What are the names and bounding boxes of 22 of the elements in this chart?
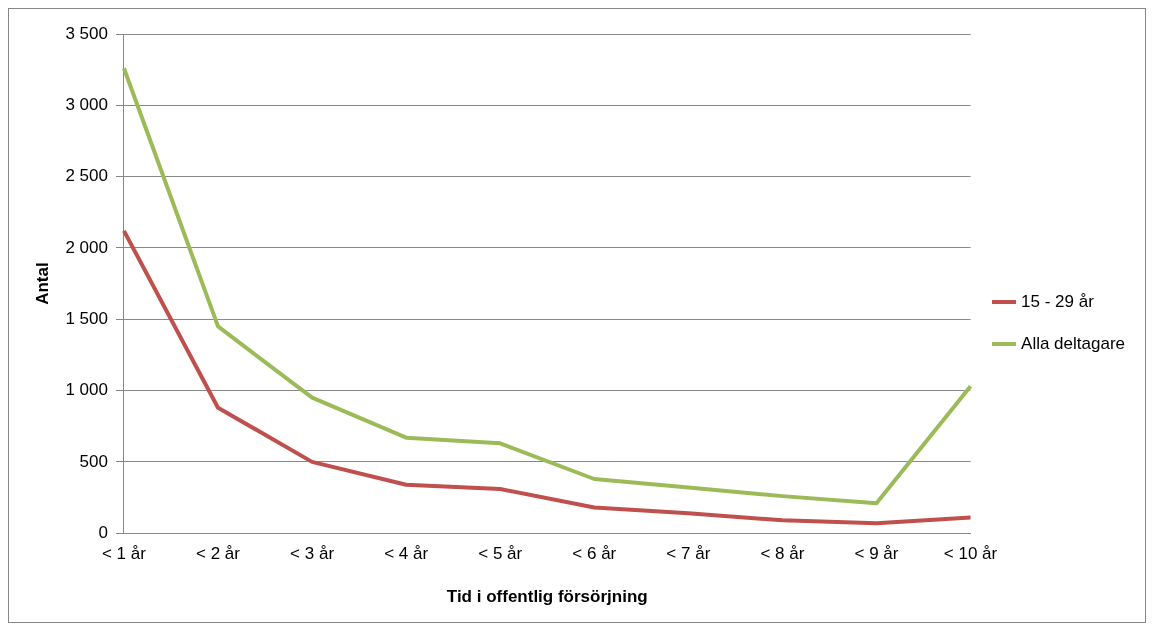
y-tick-label: 3 000 [65, 95, 108, 114]
x-tick-label: < 1 år [101, 544, 147, 564]
legend-label: Alla deltagare [1021, 333, 1126, 353]
y-tick-label: 1 000 [65, 380, 108, 400]
y-tick-label: 1 500 [65, 308, 108, 328]
x-axis-title: Tid i offentlig försörjning [446, 587, 648, 607]
y-axis-title: Antal [32, 262, 52, 305]
y-tick-label: 0 [98, 522, 108, 542]
x-tick-label: < 8 år [760, 544, 805, 564]
x-tick-label: < 5 år [478, 544, 523, 564]
x-tick-label: < 2 år [196, 544, 241, 564]
y-tick-label: 3 500 [65, 23, 108, 43]
y-tick-label: 2 500 [65, 166, 108, 186]
x-tick-label: < 6 år [572, 544, 617, 564]
y-tick-label: 500 [79, 451, 108, 471]
x-tick-label: < 9 år [854, 544, 899, 564]
x-tick-label: < 10 år [943, 544, 998, 564]
x-tick-label: < 3 år [290, 544, 335, 564]
x-tick-label: < 7 år [666, 544, 711, 564]
y-tick-label: 2 000 [65, 237, 108, 257]
x-tick-label: < 4 år [384, 544, 429, 564]
legend-label: 15 - 29 år [1021, 291, 1095, 311]
